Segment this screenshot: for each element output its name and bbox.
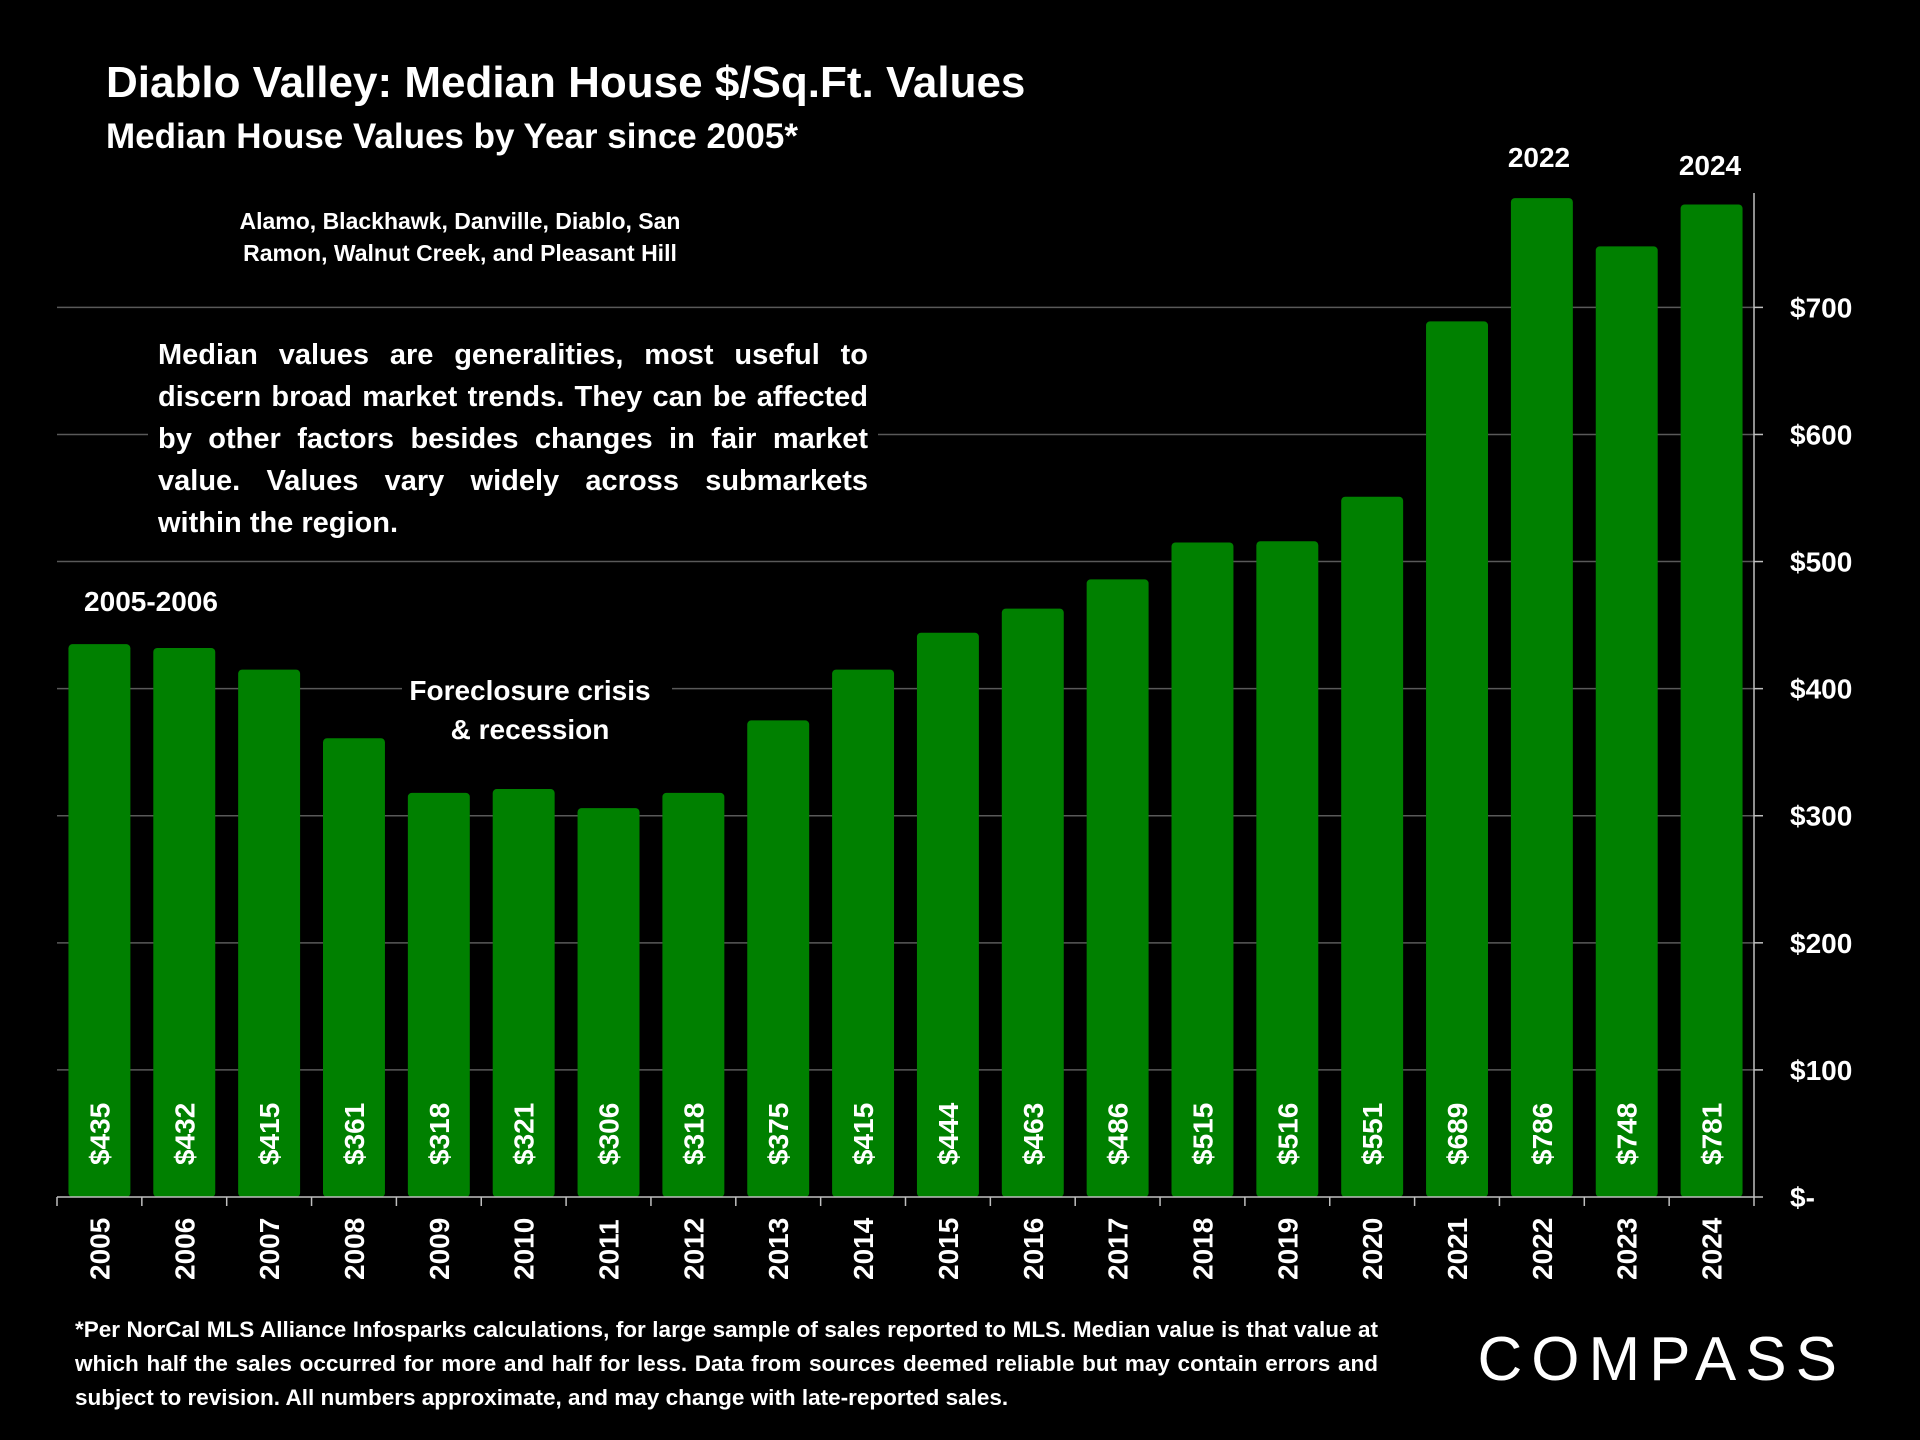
bar-2006	[153, 647, 216, 1197]
x-tick-label-2014: 2014	[848, 1217, 879, 1280]
y-tick-label: $300	[1790, 801, 1852, 832]
axes: $- $100 $200 $300 $400 $500 $600 $700 2005 2006 20…	[56, 193, 1852, 1280]
bar-2007	[238, 669, 301, 1197]
chart-subtitle: Median House Values by Year since 2005*	[106, 117, 798, 156]
x-tick-label-2021: 2021	[1442, 1218, 1473, 1280]
chart-title: Diablo Valley: Median House $/Sq.Ft. Val…	[106, 58, 1026, 107]
bar-2016	[1001, 608, 1064, 1197]
data-label-2014: $415	[848, 1103, 879, 1165]
y-tick-label: $100	[1790, 1055, 1852, 1086]
data-label-2012: $318	[678, 1103, 709, 1165]
data-label-2016: $463	[1018, 1103, 1049, 1165]
data-label-2009: $318	[424, 1103, 455, 1165]
bar-2011	[577, 808, 640, 1197]
compass-logo: COMPASS	[1477, 1325, 1846, 1394]
bar-2014	[832, 669, 895, 1197]
data-label-2020: $551	[1357, 1103, 1388, 1165]
bar-2008	[323, 738, 385, 1197]
bar-2013	[747, 720, 810, 1197]
x-tick-label-2024: 2024	[1697, 1217, 1728, 1280]
data-label-2017: $486	[1103, 1103, 1134, 1165]
x-tick-label-2009: 2009	[424, 1218, 455, 1280]
x-tick-label-2007: 2007	[254, 1218, 285, 1280]
bar-2021	[1426, 321, 1488, 1197]
y-tick-label: $-	[1790, 1182, 1815, 1213]
bar-2022	[1510, 198, 1573, 1197]
data-label-2006: $432	[169, 1103, 200, 1165]
x-tick-label-2006: 2006	[169, 1218, 200, 1280]
x-tick-label-2013: 2013	[763, 1218, 794, 1280]
data-label-2011: $306	[594, 1103, 625, 1165]
bars: $435 $432 $415 $361 $318 $321 $306 $318 $375 $415…	[68, 198, 1743, 1198]
data-label-2022: $786	[1527, 1103, 1558, 1165]
peak-label-2022: 2022	[1508, 142, 1570, 173]
x-tick-label-2005: 2005	[84, 1218, 115, 1280]
region-label: Alamo, Blackhawk, Danville, Diablo, San …	[239, 208, 681, 266]
x-tick-label-2010: 2010	[509, 1218, 540, 1280]
footnote: *Per NorCal MLS Alliance Infosparks calc…	[75, 1317, 1378, 1410]
x-tick-label-2017: 2017	[1103, 1218, 1134, 1280]
period-label: 2005-2006	[84, 586, 218, 617]
y-tick-label: $200	[1790, 928, 1852, 959]
bar-2010	[492, 789, 555, 1197]
bar-2017	[1086, 579, 1149, 1197]
data-label-2007: $415	[254, 1103, 285, 1165]
data-label-2008: $361	[339, 1103, 370, 1165]
x-tick-label-2016: 2016	[1018, 1218, 1049, 1280]
data-label-2010: $321	[509, 1103, 540, 1165]
median-note: Median values are generalities, most use…	[148, 334, 878, 544]
bar-2019	[1256, 541, 1319, 1197]
data-label-2013: $375	[763, 1103, 794, 1165]
data-label-2019: $516	[1272, 1103, 1303, 1165]
data-label-2015: $444	[933, 1102, 964, 1165]
crisis-label-line2: & recession	[451, 714, 610, 745]
bar-2009	[407, 792, 470, 1197]
bar-2012	[662, 792, 725, 1197]
x-tick-label-2023: 2023	[1612, 1218, 1643, 1280]
peak-label-2024: 2024	[1679, 150, 1742, 181]
x-tick-label-2018: 2018	[1187, 1218, 1218, 1280]
data-label-2018: $515	[1187, 1103, 1218, 1165]
bar-2015	[916, 632, 979, 1197]
y-tick-label: $700	[1790, 292, 1852, 323]
y-tick-label: $600	[1790, 419, 1852, 450]
data-label-2021: $689	[1442, 1103, 1473, 1165]
bar-2018	[1171, 542, 1234, 1197]
y-tick-label: $500	[1790, 547, 1852, 578]
x-tick-label-2012: 2012	[678, 1218, 709, 1280]
x-tick-label-2011: 2011	[594, 1219, 625, 1280]
crisis-label-line1: Foreclosure crisis	[409, 675, 650, 706]
x-tick-label-2019: 2019	[1272, 1218, 1303, 1280]
bar-2005	[68, 644, 131, 1197]
x-tick-label-2008: 2008	[339, 1218, 370, 1280]
data-label-2023: $748	[1612, 1103, 1643, 1165]
bar-2020	[1341, 496, 1404, 1197]
data-label-2024: $781	[1697, 1103, 1728, 1165]
x-tick-label-2020: 2020	[1357, 1218, 1388, 1280]
bar-2024	[1680, 204, 1743, 1197]
bar-2023	[1595, 246, 1658, 1198]
data-label-2005: $435	[84, 1103, 115, 1165]
x-tick-label-2015: 2015	[933, 1218, 964, 1280]
y-tick-label: $400	[1790, 674, 1852, 705]
x-tick-label-2022: 2022	[1527, 1218, 1558, 1280]
